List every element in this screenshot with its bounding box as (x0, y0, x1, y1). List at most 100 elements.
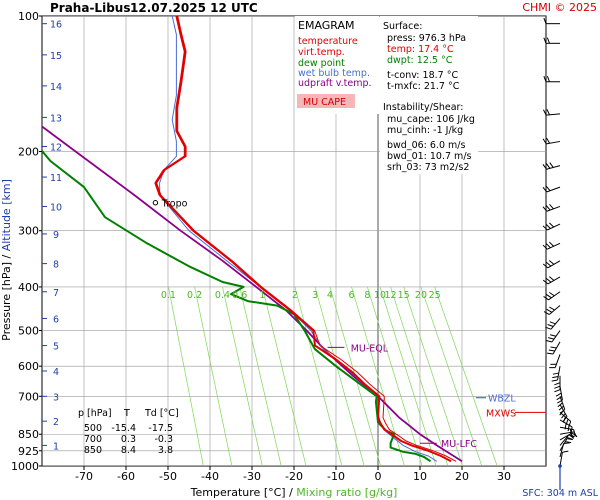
wind-barb-flag (558, 405, 564, 411)
altitude-tick-label: 2 (53, 417, 59, 428)
legend-item-temperature: temperature (298, 36, 358, 47)
surface-wind-dot (558, 464, 562, 468)
wind-barb-flag (542, 138, 547, 145)
y-axis-title-pressure: Pressure [hPa] (0, 262, 13, 341)
mixing-ratio-label: 8 (364, 290, 370, 301)
wind-barb-flag (548, 260, 555, 265)
y-axis-title: Pressure [hPa] / Altitude [km] (0, 179, 13, 341)
mu-cape-badge-label: MU CAPE (303, 97, 346, 108)
table-cell: 3.8 (158, 445, 173, 456)
table-cell: 8.4 (121, 445, 136, 456)
altitude-tick-label: 9 (53, 230, 59, 241)
wind-barb-flag (550, 346, 557, 349)
mixing-ratio-line (420, 286, 483, 466)
mixing-ratio-label: 0.2 (187, 290, 202, 301)
wind-barb-flag (557, 399, 563, 404)
table-header-p: p [hPa] (78, 408, 112, 419)
mixing-ratio-label: 12 (384, 290, 396, 301)
wind-barb-flag (542, 109, 547, 116)
wind-barbs (542, 17, 578, 490)
x-tick-label: -70 (75, 470, 93, 483)
mu-eql-label: MU-EQL (351, 343, 389, 354)
x-tick-label: -20 (285, 470, 303, 483)
series-udpraft-v-temp-line (42, 125, 463, 463)
series-virtual-temperature-line (156, 16, 457, 462)
wind-barb-flag (573, 429, 576, 436)
table-header-t: T (123, 408, 130, 419)
wind-barb-flag (554, 389, 561, 393)
wind-barb-flag (545, 223, 551, 229)
wind-barb-flag (542, 164, 547, 170)
instability-mu-cinh: mu_cinh: -1 J/kg (387, 125, 463, 136)
altitude-tick-label: 12 (50, 143, 62, 154)
mixing-ratio-label: 1 (259, 290, 265, 301)
altitude-tick-label: 5 (53, 342, 59, 353)
x-tick-label: -30 (243, 470, 261, 483)
altitude-tick-label: 14 (50, 82, 62, 93)
surface-dwpt: dwpt: 12.5 °C (387, 55, 453, 66)
sfc-label: SFC: 304 m ASL (522, 488, 598, 499)
wind-barb-flag (546, 37, 550, 44)
wind-barb-flag (561, 413, 566, 419)
wind-barb-flag (557, 402, 563, 408)
instability-title: Instability/Shear: (383, 102, 463, 113)
wind-barb-flag (551, 379, 558, 382)
table-header-td: Td [°C] (144, 408, 179, 419)
altitude-tick-label: 4 (53, 367, 59, 378)
wind-barb-flag (546, 109, 550, 116)
mixing-ratio-label: 6 (349, 290, 355, 301)
profile-lines (42, 16, 463, 463)
wind-barb-flag (546, 340, 553, 343)
altitude-tick-label: 7 (53, 288, 59, 299)
wind-barb-flag (548, 337, 555, 340)
y-tick-label: 200 (18, 145, 39, 158)
wind-barb-flag (550, 334, 557, 337)
mixing-ratio-label: 3 (312, 290, 318, 301)
wind-barb-flag (545, 326, 552, 330)
tropopause-marker (152, 200, 159, 206)
wind-barb-flag (543, 75, 547, 82)
altitude-tick-label: 8 (53, 260, 59, 271)
mixing-ratio-label: 0.4 (215, 290, 230, 301)
wind-barb-shaft (547, 223, 561, 231)
wind-barb-flag (545, 243, 551, 249)
wind-barb-flag (549, 222, 555, 228)
mixing-ratio-label: 20 (415, 290, 427, 301)
tropopause-label: Tropo (161, 199, 188, 210)
wind-barb-flag (542, 206, 548, 212)
wind-barb-shaft (547, 242, 561, 250)
wind-barb-flag (542, 244, 548, 250)
mixing-ratio-line (294, 286, 343, 466)
table-cell: 500 (84, 423, 102, 434)
wind-barb-flag (543, 311, 550, 315)
axis-ticks: -70 -60 -50 -40 -30 -20 -10 0 10 20 30 100 200 300 400… (11, 10, 511, 483)
instability-mu-cape: mu_cape: 106 J/kg (387, 114, 475, 125)
mixing-ratio-label: 0.6 (232, 290, 247, 301)
y-tick-label: 700 (18, 390, 39, 403)
legend-title: EMAGRAM (298, 19, 355, 32)
mixing-ratio-line (239, 286, 282, 466)
surface-press: press: 976.3 hPa (387, 33, 466, 44)
y-tick-label: 500 (18, 325, 39, 338)
y-tick-label: 100 (18, 10, 39, 23)
wind-barb-flag (566, 436, 573, 440)
info-panel: Surface: press: 976.3 hPa temp: 17.4 °C … (380, 16, 478, 174)
mixing-ratio-lines (168, 286, 498, 466)
legend-item-dew-point: dew point (298, 58, 345, 69)
wind-barb-flag (545, 277, 552, 283)
mixing-ratio-line (168, 286, 204, 466)
x-axis-title-temp: Temperature [°C] (190, 486, 286, 499)
mu-cape-badge (297, 94, 355, 108)
wind-barb-shaft (546, 113, 561, 116)
x-axis-title: Temperature [°C] / Mixing ratio [g/kg] (190, 486, 398, 499)
wind-barb-flag (543, 17, 547, 24)
wind-barb-flag (554, 385, 561, 389)
x-tick-label: -10 (327, 470, 345, 483)
x-tick-label: 0 (375, 470, 382, 483)
mixing-ratio-label: 15 (398, 290, 410, 301)
y-tick-label: 850 (18, 428, 39, 441)
wind-barb-flag (568, 434, 575, 439)
y-tick-label: 400 (18, 281, 39, 294)
table-cell: 0.3 (121, 434, 136, 445)
legend-item-virt-temp: virt.temp. (298, 47, 345, 58)
